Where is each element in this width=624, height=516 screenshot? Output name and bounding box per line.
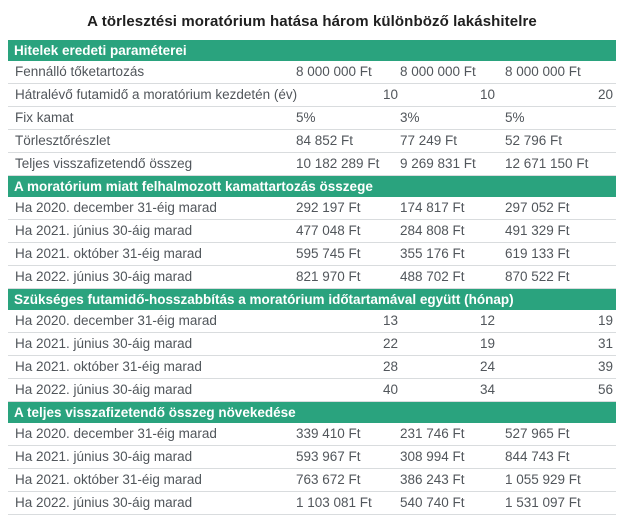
table-row: Ha 2020. december 31-éig marad 292 197 F… — [8, 197, 616, 220]
table-row: Ha 2021. október 31-éig marad 28 24 39 — [8, 356, 616, 379]
page-title: A törlesztési moratórium hatása három kü… — [87, 13, 537, 30]
row-value: 77 249 Ft — [400, 133, 458, 148]
table-row: Ha 2021. október 31-éig marad 763 672 Ft… — [8, 469, 616, 492]
row-value: 10 — [382, 87, 398, 102]
row-value: 8 000 000 Ft — [400, 64, 476, 79]
row-value: 24 — [479, 359, 495, 374]
row-value: 10 — [479, 87, 495, 102]
row-label: Ha 2022. június 30-áig marad — [15, 269, 193, 284]
table-row: Fennálló tőketartozás 8 000 000 Ft 8 000… — [8, 61, 616, 84]
row-value: 386 243 Ft — [400, 472, 465, 487]
row-label: Ha 2021. június 30-áig marad — [15, 449, 193, 464]
row-label: Ha 2021. október 31-éig marad — [15, 472, 202, 487]
row-label: Törlesztőrészlet — [15, 133, 111, 148]
row-value: 12 — [479, 313, 495, 328]
row-value: 870 522 Ft — [505, 269, 570, 284]
row-value: 13 — [382, 313, 398, 328]
row-value: 8 000 000 Ft — [505, 64, 581, 79]
row-label: Hátralévő futamidő a moratórium kezdetén… — [15, 87, 298, 102]
row-value: 595 745 Ft — [296, 246, 361, 261]
row-label: Ha 2021. október 31-éig marad — [15, 359, 202, 374]
row-value: 12 671 150 Ft — [505, 156, 589, 171]
row-value: 84 852 Ft — [296, 133, 354, 148]
table-row: Fix kamat 5% 3% 5% — [8, 107, 616, 130]
section-header: A moratórium miatt felhalmozott kamattar… — [8, 176, 616, 197]
table-row: Ha 2020. december 31-éig marad 339 410 F… — [8, 423, 616, 446]
table-row: Ha 2022. június 30-áig marad 1 103 081 F… — [8, 492, 616, 515]
table-row: Ha 2020. december 31-éig marad 13 12 19 — [8, 310, 616, 333]
row-label: Ha 2020. december 31-éig marad — [15, 426, 217, 441]
row-value: 1 103 081 Ft — [296, 495, 372, 510]
row-value: 52 796 Ft — [505, 133, 563, 148]
row-label: Fix kamat — [15, 110, 74, 125]
row-value: 40 — [382, 382, 398, 397]
row-label: Ha 2021. június 30-áig marad — [15, 336, 193, 351]
row-value: 491 329 Ft — [505, 223, 570, 238]
row-value: 339 410 Ft — [296, 426, 361, 441]
row-label: Ha 2022. június 30-áig marad — [15, 382, 193, 397]
table-row: Ha 2021. június 30-áig marad 22 19 31 — [8, 333, 616, 356]
row-value: 593 967 Ft — [296, 449, 361, 464]
row-value: 9 269 831 Ft — [400, 156, 476, 171]
row-value: 821 970 Ft — [296, 269, 361, 284]
row-value: 19 — [479, 336, 495, 351]
row-value: 297 052 Ft — [505, 200, 570, 215]
row-label: Teljes visszafizetendő összeg — [15, 156, 193, 171]
row-value: 56 — [597, 382, 613, 397]
table-row: Ha 2022. június 30-áig marad 40 34 56 — [8, 379, 616, 402]
row-value: 1 531 097 Ft — [505, 495, 581, 510]
table-row: Ha 2022. június 30-áig marad 821 970 Ft … — [8, 266, 616, 289]
row-value: 284 808 Ft — [400, 223, 465, 238]
row-value: 10 182 289 Ft — [296, 156, 380, 171]
row-label: Ha 2020. december 31-éig marad — [15, 200, 217, 215]
row-value: 39 — [597, 359, 613, 374]
row-value: 28 — [382, 359, 398, 374]
row-value: 477 048 Ft — [296, 223, 361, 238]
section-header: Szükséges futamidő-hosszabbítás a morató… — [8, 289, 616, 310]
table-row: Ha 2021. október 31-éig marad 595 745 Ft… — [8, 243, 616, 266]
row-value: 34 — [479, 382, 495, 397]
row-value: 540 740 Ft — [400, 495, 465, 510]
row-value: 174 817 Ft — [400, 200, 465, 215]
table-row: Teljes visszafizetendő összeg 10 182 289… — [8, 153, 616, 176]
row-value: 308 994 Ft — [400, 449, 465, 464]
row-value: 763 672 Ft — [296, 472, 361, 487]
table-row: Hátralévő futamidő a moratórium kezdetén… — [8, 84, 616, 107]
section-header: A teljes visszafizetendő összeg növekedé… — [8, 402, 616, 423]
table-row: Ha 2021. június 30-áig marad 477 048 Ft … — [8, 220, 616, 243]
row-label: Ha 2021. június 30-áig marad — [15, 223, 193, 238]
row-label: Fennálló tőketartozás — [15, 64, 145, 79]
row-value: 292 197 Ft — [296, 200, 361, 215]
row-value: 844 743 Ft — [505, 449, 570, 464]
table-row: Ha 2021. június 30-áig marad 593 967 Ft … — [8, 446, 616, 469]
row-value: 19 — [597, 313, 613, 328]
row-label: Ha 2021. október 31-éig marad — [15, 246, 202, 261]
row-label: Ha 2020. december 31-éig marad — [15, 313, 217, 328]
moratorium-table: Hitelek eredeti paraméterei Fennálló tők… — [8, 40, 616, 515]
row-value: 5% — [505, 110, 525, 125]
row-label: Ha 2022. június 30-áig marad — [15, 495, 193, 510]
row-value: 619 133 Ft — [505, 246, 570, 261]
row-value: 8 000 000 Ft — [296, 64, 372, 79]
section-header: Hitelek eredeti paraméterei — [8, 40, 616, 61]
row-value: 20 — [597, 87, 613, 102]
row-value: 31 — [597, 336, 613, 351]
row-value: 5% — [296, 110, 316, 125]
row-value: 22 — [382, 336, 398, 351]
row-value: 1 055 929 Ft — [505, 472, 581, 487]
row-value: 355 176 Ft — [400, 246, 465, 261]
row-value: 231 746 Ft — [400, 426, 465, 441]
row-value: 527 965 Ft — [505, 426, 570, 441]
row-value: 3% — [400, 110, 420, 125]
row-value: 488 702 Ft — [400, 269, 465, 284]
table-row: Törlesztőrészlet 84 852 Ft 77 249 Ft 52 … — [8, 130, 616, 153]
